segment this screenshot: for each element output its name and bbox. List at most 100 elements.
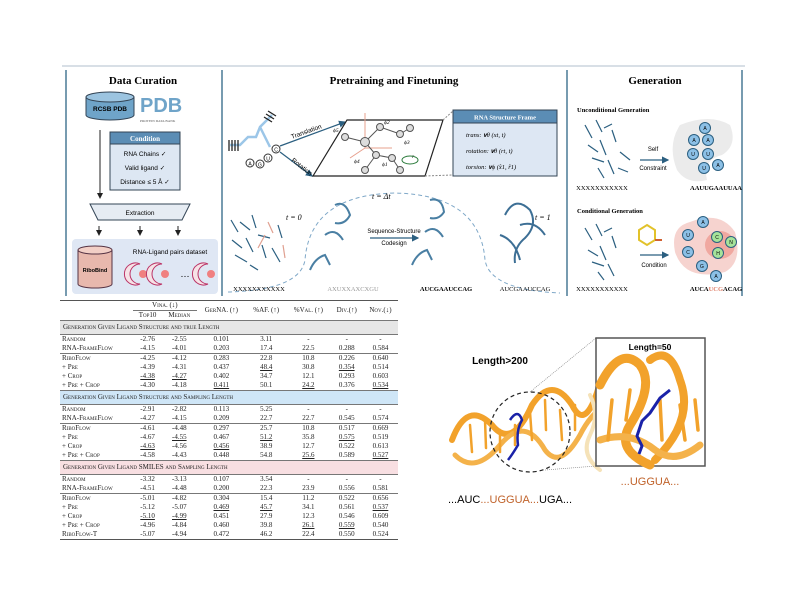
table-cell: -4.12	[172, 354, 187, 362]
table-cell: 3.11	[260, 335, 273, 343]
table-cell: 54.8	[260, 451, 273, 459]
dataset-name: RiboBind	[83, 268, 107, 274]
nucleotide-node-label: U	[686, 233, 690, 239]
ligand-icon	[638, 223, 656, 247]
self-constraint-label: Constraint	[639, 166, 667, 172]
angle-label: ϕ5	[333, 128, 339, 134]
full-sequence: ...AUC...UGGUA...UGA...	[448, 494, 572, 506]
table-cell: -	[345, 335, 348, 343]
base-label: G	[258, 163, 262, 169]
table-cell: 0.283	[213, 354, 230, 362]
length-crop-label: Length=50	[629, 342, 672, 352]
table-row: + Crop -4.63 -4.56 0.456 38.9 12.7 0.522 0.613	[60, 442, 398, 451]
section-title: Generation Given Ligand SMILES and Sampl…	[60, 460, 398, 475]
section-title: Generation Given Ligand Structure and tr…	[60, 320, 398, 335]
table-cell: 39.8	[260, 521, 273, 529]
nucleotide-node-label: A	[692, 138, 696, 144]
table-cell: 50.1	[260, 381, 273, 389]
ligand-atom-node-label: C	[715, 235, 719, 241]
table-cell: 5.25	[260, 405, 273, 413]
data-curation-panel: Data Curation RCSB PDB PDB PROTEIN DATA …	[72, 75, 218, 294]
table-cell: 0.209	[213, 414, 230, 422]
codesign-label: Codesign	[381, 241, 406, 247]
db-label: RCSB PDB	[93, 106, 127, 113]
table-row: + Pre -4.67 -4.55 0.467 51.2 35.8 0.575 0.519	[60, 433, 398, 442]
extraction-label: Extraction	[126, 210, 155, 217]
nucleotide-node-label: A	[716, 163, 720, 169]
table-cell: 0.304	[213, 494, 230, 502]
angle-label: ϕ4	[354, 158, 360, 165]
table-cell: -4.27	[172, 372, 187, 380]
table-cell: -4.67	[140, 433, 155, 441]
nucleotide-node	[712, 159, 724, 171]
nucleotide-node	[710, 270, 722, 282]
generation-panel: Generation Unconditional Generation Self…	[576, 75, 742, 293]
row-label: RiboFlow	[62, 424, 91, 432]
table-cell: -4.82	[172, 494, 187, 502]
row-label: + Crop	[62, 512, 83, 520]
nucleotide-node-label: A	[714, 274, 718, 280]
table-cell: -4.27	[140, 414, 155, 422]
table-cell: 0.640	[372, 354, 389, 362]
condition-label: Condition	[641, 263, 666, 269]
time-label: t = 1	[535, 213, 551, 222]
sequence-label: AUCGAAUCCAG	[420, 286, 472, 293]
ribobind-database-icon	[77, 245, 113, 289]
pretraining-panel: Pretraining and Finetuning A G U C Trans…	[227, 75, 561, 294]
sequence-label: XXXXXXXXXXX	[576, 185, 628, 192]
nucleotide-node	[698, 162, 710, 174]
nucleotide-node-label: U	[706, 152, 710, 158]
table-cell: 34.7	[260, 372, 273, 380]
angle-label: ϕ2	[384, 120, 390, 126]
table-row: + Pre + Crop -4.30 -4.18 0.411 50.1 24.2 0.376…	[60, 381, 398, 391]
table-cell: 27.9	[260, 512, 273, 520]
rna-ribbon-crop	[595, 351, 704, 470]
table-cell: 0.288	[338, 344, 355, 352]
noise-fragments	[230, 214, 286, 271]
table-cell: 0.550	[338, 530, 355, 538]
col-header-val: %Val. (↑)	[293, 306, 323, 314]
table-cell: 0.113	[213, 405, 230, 413]
codesign-label: Sequence-Structure	[367, 229, 421, 235]
table-cell: 0.534	[372, 381, 389, 389]
sequence-label: AAUUGAAUUAA	[690, 185, 742, 192]
nucleotide-node-label: A	[701, 220, 705, 226]
rna-ribbon-full	[449, 372, 608, 472]
pdb-logo: PDB	[140, 95, 182, 117]
time-label: t = 0	[286, 213, 302, 222]
table-cell: -4.39	[140, 363, 155, 371]
table-cell: 22.3	[260, 484, 273, 492]
row-label: Random	[62, 475, 86, 483]
table-cell: 12.3	[302, 512, 315, 520]
table-cell: 22.4	[302, 530, 315, 538]
table-row: RiboFlow -4.61 -4.48 0.297 25.7 10.8 0.517 0.66…	[60, 423, 398, 434]
condition-item: Distance ≤ 5 Å ✓	[120, 177, 169, 186]
table-cell: 15.4	[260, 494, 273, 502]
col-header-top10: Top10	[138, 311, 157, 319]
table-cell: -4.31	[172, 363, 187, 371]
table-cell: 0.537	[372, 503, 389, 511]
table-cell: 46.2	[260, 530, 273, 538]
table-row: Random -2.76 -2.55 0.101 3.11 - - -	[60, 334, 398, 345]
table-cell: 0.519	[372, 433, 389, 441]
ligand-full	[507, 412, 524, 461]
table-cell: 45.7	[260, 503, 273, 511]
nucleotide-node-label: U	[702, 166, 706, 172]
table-cell: -5.07	[140, 530, 155, 538]
table-cell: -4.15	[172, 414, 187, 422]
table-cell: -4.01	[172, 344, 187, 352]
row-label: RiboFlow	[62, 494, 91, 502]
table-row: RiboFlow -4.25 -4.12 0.283 22.8 10.8 0.226 0.64…	[60, 353, 398, 364]
table-cell: -4.63	[140, 442, 155, 450]
sequence-label: AUCAUCGACAG	[690, 286, 742, 293]
table-cell: 30.8	[302, 363, 315, 371]
conditional-nodes: A U C G A C N H	[682, 216, 737, 282]
table-cell: 12.1	[302, 372, 315, 380]
table-row: RNA-FrameFlow -4.15 -4.01 0.203 17.4 22.5 0.28…	[60, 344, 398, 354]
table-cell: 0.581	[372, 484, 389, 492]
nucleotide-node	[696, 260, 708, 272]
col-header-div: Div.(↑)	[336, 306, 357, 314]
col-header-nov: Nov.(↓)	[369, 306, 392, 314]
table-row: + Pre -4.39 -4.31 0.437 48.4 30.8 0.354 0.514	[60, 363, 398, 372]
col-header-median: Median	[168, 311, 191, 319]
